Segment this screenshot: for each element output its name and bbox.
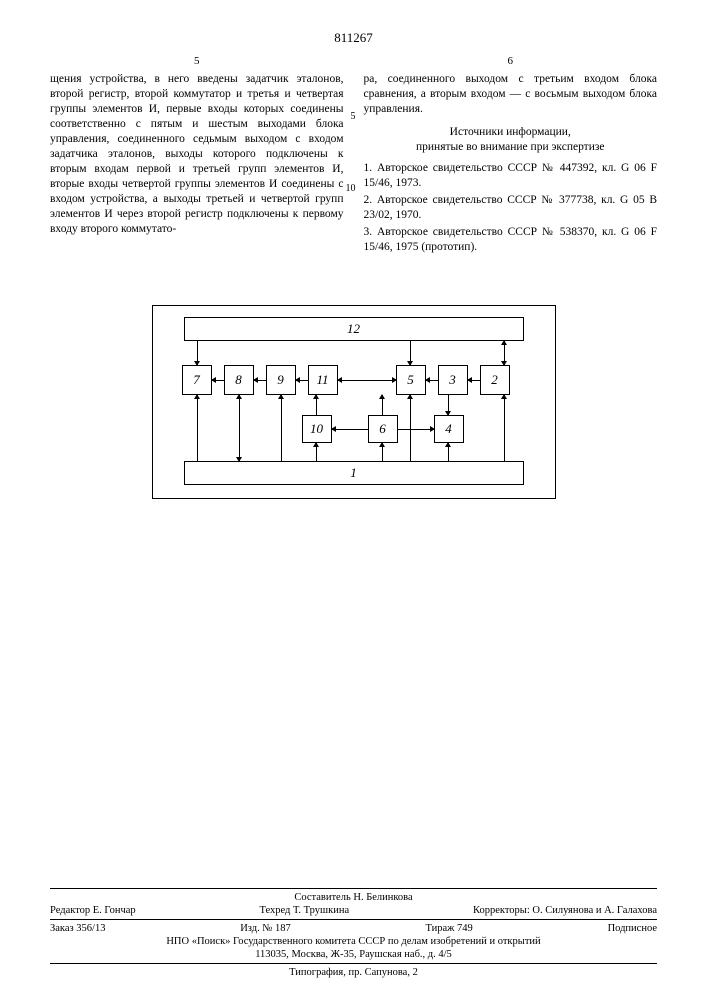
diagram-block-7: 7 — [182, 365, 212, 395]
diagram-edge — [410, 341, 411, 365]
column-number-right: 6 — [364, 54, 658, 68]
diagram-edge — [338, 380, 396, 381]
diagram-block-12: 12 — [184, 317, 524, 341]
footer-editor: Редактор Е. Гончар — [50, 905, 136, 916]
footer-printer: Типография, пр. Сапунова, 2 — [50, 967, 657, 978]
footer-correctors: Корректоры: О. Силуянова и А. Галахова — [473, 905, 657, 916]
diagram-edge — [410, 395, 411, 461]
diagram-block-2: 2 — [480, 365, 510, 395]
diagram-wrap: 12 789 11 532 10 6 4 1 — [50, 297, 657, 507]
diagram-block-1: 1 — [184, 461, 524, 485]
reference-item: 2. Авторское свидетельство СССР № 377738… — [364, 193, 658, 223]
left-column: 5 5 10 щения устройства, в него введены … — [50, 54, 344, 257]
diagram-block-11: 11 — [308, 365, 338, 395]
diagram-edge — [426, 380, 438, 381]
line-marker-10: 10 — [346, 182, 356, 195]
diagram-edge — [382, 395, 383, 415]
diagram-block-10: 10 — [302, 415, 332, 443]
diagram-block-5: 5 — [396, 365, 426, 395]
footer: Составитель Н. Белинкова Редактор Е. Гон… — [50, 885, 657, 980]
diagram-edge — [504, 341, 505, 365]
diagram-edge — [398, 429, 434, 430]
diagram-block-3: 3 — [438, 365, 468, 395]
diagram-edge — [332, 429, 368, 430]
footer-techred: Техред Т. Трушкина — [260, 905, 350, 916]
right-column: 6 ра, соединенного выходом с третьим вхо… — [364, 54, 658, 257]
block-diagram: 12 789 11 532 10 6 4 1 — [144, 297, 564, 507]
column-number-left: 5 — [50, 54, 344, 68]
diagram-edge — [296, 380, 308, 381]
references-heading: Источники информации, принятые во вниман… — [364, 125, 658, 155]
right-column-intro: ра, соединенного выходом с третьим входо… — [364, 72, 658, 117]
diagram-edge — [448, 395, 449, 415]
diagram-edge — [504, 395, 505, 461]
text-columns: 5 5 10 щения устройства, в него введены … — [50, 54, 657, 257]
left-column-text: щения устройства, в него введены задатчи… — [50, 72, 344, 236]
diagram-block-8: 8 — [224, 365, 254, 395]
reference-item: 3. Авторское свидетельство СССР № 538370… — [364, 225, 658, 255]
document-number: 811267 — [50, 30, 657, 46]
footer-credits-row: Редактор Е. Гончар Техред Т. Трушкина Ко… — [50, 905, 657, 916]
footer-edition: Изд. № 187 — [240, 923, 291, 934]
diagram-edge — [316, 443, 317, 461]
diagram-edge — [239, 395, 240, 461]
footer-subscription: Подписное — [608, 923, 657, 934]
footer-address: 113035, Москва, Ж-35, Раушская наб., д. … — [50, 949, 657, 960]
line-marker-5: 5 — [351, 110, 356, 123]
diagram-edge — [197, 395, 198, 461]
footer-org: НПО «Поиск» Государственного комитета СС… — [50, 936, 657, 947]
diagram-edge — [316, 395, 317, 415]
footer-pub-row: Заказ 356/13 Изд. № 187 Тираж 749 Подпис… — [50, 923, 657, 934]
diagram-edge — [254, 380, 266, 381]
diagram-edge — [468, 380, 480, 381]
diagram-edge — [281, 395, 282, 461]
page: 811267 5 5 10 щения устройства, в него в… — [0, 0, 707, 1000]
diagram-edge — [382, 443, 383, 461]
reference-item: 1. Авторское свидетельство СССР № 447392… — [364, 161, 658, 191]
diagram-block-4: 4 — [434, 415, 464, 443]
diagram-block-9: 9 — [266, 365, 296, 395]
footer-order: Заказ 356/13 — [50, 923, 105, 934]
diagram-edge — [212, 380, 224, 381]
footer-circulation: Тираж 749 — [426, 923, 473, 934]
diagram-edge — [197, 341, 198, 365]
diagram-block-6: 6 — [368, 415, 398, 443]
footer-compiler: Составитель Н. Белинкова — [50, 892, 657, 903]
diagram-edge — [448, 443, 449, 461]
